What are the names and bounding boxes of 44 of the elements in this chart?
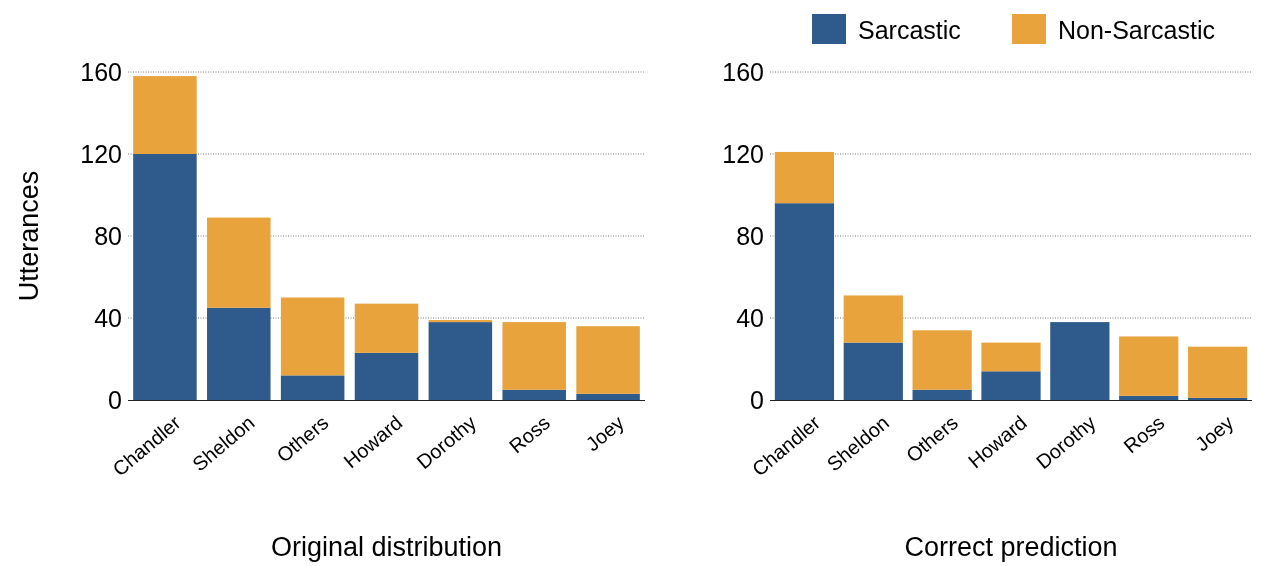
bar [576,393,640,400]
x-tick-label: Joey [1190,411,1238,456]
bar [133,76,197,154]
bar [843,295,903,343]
y-tick-label: 160 [80,58,122,86]
bar [354,352,419,400]
bar [1119,336,1179,396]
bar [912,330,972,390]
bar [428,320,493,323]
bar [774,203,835,400]
bar [1050,322,1110,400]
bar [1119,395,1179,400]
y-tick-label: 0 [108,386,122,414]
bar [1187,397,1248,400]
x-axis-title: Original distribution [270,532,503,562]
bar [774,151,835,204]
bar [207,217,271,308]
legend-label: Non-Sarcastic [1058,16,1215,44]
y-tick-label: 0 [750,386,764,414]
y-tick-label: 80 [736,222,764,250]
bar [576,326,640,394]
bar [354,303,419,353]
bar [912,389,972,400]
bar [280,375,345,400]
bar [133,154,197,400]
bar [843,342,903,400]
bar [502,389,566,400]
bar [502,322,566,390]
y-tick-label: 120 [80,140,122,168]
bar [280,297,345,376]
x-axis-title: Correct prediction [904,532,1118,562]
bar [428,322,493,400]
x-tick-label: Joey [581,411,628,456]
y-axis-title: Utterances [14,170,44,302]
bar [207,307,271,400]
y-tick-label: 40 [94,304,122,332]
legend-label: Sarcastic [858,16,961,44]
y-tick-label: 80 [94,222,122,250]
bar [981,371,1041,400]
y-tick-label: 40 [736,304,764,332]
bar [981,342,1041,372]
bar [1187,346,1248,398]
y-tick-label: 120 [722,140,764,168]
y-tick-label: 160 [722,58,764,86]
